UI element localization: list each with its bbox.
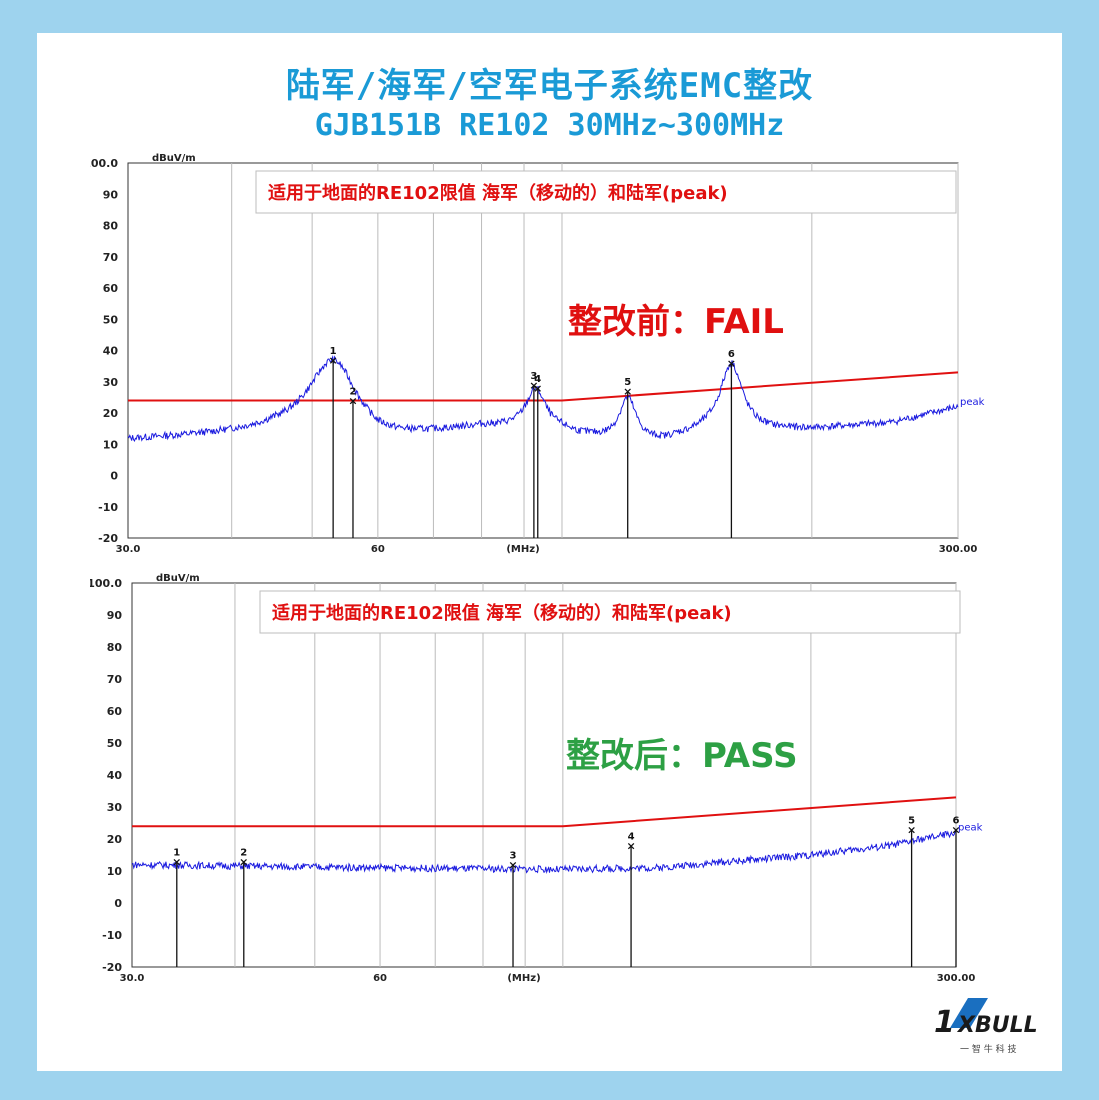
y-tick-label: 10 — [107, 865, 123, 878]
svg-text:1: 1 — [934, 1005, 955, 1040]
y-axis-unit: dBuV/m — [152, 153, 196, 164]
y-tick-label: 80 — [107, 641, 123, 654]
chart-before: 100.0 90 80 70 60 50 40 30 20 10 0 -10 -20 dBuV/m 30.0… — [90, 153, 985, 555]
marker-x: × — [533, 382, 542, 395]
x-tick-label: 60 — [373, 973, 387, 984]
x-axis-unit: (MHz) — [506, 544, 539, 555]
marker-x: × — [348, 395, 357, 408]
marker-label: 1 — [173, 847, 180, 858]
chart-title: 适用于地面的RE102限值 海军（移动的）和陆军(peak) — [268, 182, 728, 204]
plot-area — [131, 582, 957, 968]
chart-after: 100.0 90 80 70 60 50 40 30 20 10 0 -10 -20 dBuV/m 30.0… — [90, 573, 983, 984]
marker-x: × — [239, 855, 248, 868]
marker-x: × — [172, 855, 181, 868]
x-axis-unit: (MHz) — [507, 973, 540, 984]
marker-x: × — [529, 379, 538, 392]
x-tick-label: 30.0 — [120, 973, 145, 984]
chart-title: 适用于地面的RE102限值 海军（移动的）和陆军(peak) — [272, 602, 732, 624]
y-tick-label: 100.0 — [90, 157, 118, 170]
y-tick-label: 70 — [107, 673, 123, 686]
x-tick-label: 300.00 — [939, 544, 978, 555]
y-tick-label: -10 — [98, 501, 118, 514]
subtitle: GJB151B RE102 30MHz~300MHz — [314, 108, 785, 143]
series-label: peak — [960, 397, 985, 408]
marker-x: × — [907, 823, 916, 836]
y-tick-label: 20 — [103, 407, 119, 420]
marker-x: × — [329, 354, 338, 367]
y-tick-label: 40 — [103, 345, 119, 358]
limit-line — [128, 371, 959, 402]
y-tick-label: 80 — [103, 220, 119, 233]
y-tick-label: 0 — [110, 470, 118, 483]
marker-x: × — [626, 839, 635, 852]
x-tick-label: 30.0 — [116, 544, 141, 555]
marker-label: 6 — [728, 349, 735, 360]
y-tick-label: 0 — [114, 897, 122, 910]
y-tick-label: 20 — [107, 833, 123, 846]
y-tick-label: 30 — [103, 376, 119, 389]
y-tick-label: 10 — [103, 438, 119, 451]
marker-label: 3 — [510, 851, 517, 862]
plot-area — [127, 162, 959, 539]
marker-label: 3 — [530, 371, 537, 382]
marker-label: 4 — [534, 374, 541, 385]
y-axis-unit: dBuV/m — [156, 573, 200, 584]
y-tick-label: 30 — [107, 801, 123, 814]
marker-label: 1 — [330, 346, 337, 357]
y-tick-label: 60 — [103, 282, 119, 295]
y-tick-label: 90 — [103, 188, 119, 201]
y-tick-label: 60 — [107, 705, 123, 718]
marker-x: × — [727, 357, 736, 370]
y-tick-label: 100.0 — [90, 577, 122, 590]
chart-title-box — [255, 170, 957, 214]
y-tick-label: 70 — [103, 251, 119, 264]
svg-text:XBULL: XBULL — [956, 1013, 1038, 1038]
x-tick-label: 300.00 — [937, 973, 976, 984]
company-logo: 1 XBULL 一 智 牛 科 技 — [930, 990, 1060, 1060]
marker-label: 2 — [350, 387, 357, 398]
marker-label: 4 — [628, 831, 635, 842]
y-tick-label: -20 — [102, 961, 122, 974]
chart-title-box — [259, 590, 961, 634]
y-tick-label: -10 — [102, 929, 122, 942]
y-tick-label: 50 — [103, 313, 119, 326]
logo-mark-icon: 1 XBULL 一 智 牛 科 技 — [934, 998, 1038, 1055]
y-tick-label: 50 — [107, 737, 123, 750]
marker-x: × — [951, 823, 960, 836]
status-label: 整改前：FAIL — [568, 302, 784, 342]
marker-label: 6 — [953, 815, 960, 826]
marker-label: 5 — [624, 377, 631, 388]
y-tick-label: 90 — [107, 609, 123, 622]
svg-text:一 智 牛 科 技: 一 智 牛 科 技 — [960, 1043, 1016, 1055]
peak-trace — [127, 355, 959, 442]
main-title: 陆军/海军/空军电子系统EMC整改 — [285, 66, 814, 106]
status-label: 整改后：PASS — [566, 736, 798, 776]
marker-label: 2 — [240, 847, 247, 858]
y-tick-label: 40 — [107, 769, 123, 782]
marker-label: 5 — [908, 815, 915, 826]
x-tick-label: 60 — [371, 544, 385, 555]
marker-x: × — [508, 859, 517, 872]
limit-line — [132, 796, 957, 828]
peak-trace — [131, 830, 957, 874]
series-label: peak — [958, 823, 983, 834]
marker-x: × — [623, 385, 632, 398]
y-tick-label: -20 — [98, 532, 118, 545]
